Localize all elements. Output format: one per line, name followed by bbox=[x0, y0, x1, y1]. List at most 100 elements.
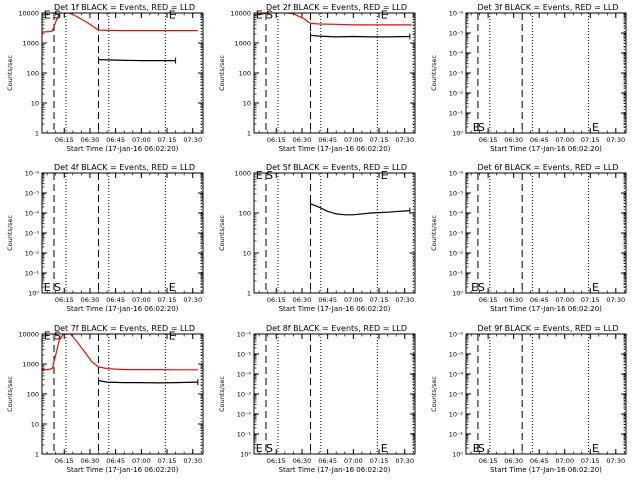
x-tick-label: 06:45 bbox=[530, 136, 549, 144]
x-tick-label: 06:15 bbox=[479, 296, 498, 304]
x-axis-label: Start Time (17-Jan-16 06:02:20) bbox=[490, 466, 602, 474]
y-tick-label: 10⁻⁴ bbox=[449, 50, 464, 58]
panel-title: Det 6f BLACK = Events, RED = LLD bbox=[477, 163, 618, 172]
time-marker-label: E bbox=[381, 442, 388, 455]
x-tick-label: 07:30 bbox=[606, 457, 625, 465]
time-marker-label: S bbox=[54, 329, 61, 342]
y-tick-label: 10⁻⁶ bbox=[237, 331, 252, 339]
y-tick-label: 10⁰ bbox=[452, 451, 463, 459]
time-marker-label: E bbox=[381, 8, 388, 21]
y-tick-label: 10⁻¹ bbox=[449, 110, 464, 118]
lld-series-line bbox=[42, 13, 198, 33]
y-tick-label: 1 bbox=[247, 290, 251, 298]
x-tick-label: 07:00 bbox=[344, 457, 363, 465]
x-tick-label: 06:15 bbox=[479, 136, 498, 144]
time-marker-label: E bbox=[256, 169, 263, 182]
time-marker-label: S bbox=[54, 8, 61, 21]
y-tick-label: 10⁻⁶ bbox=[449, 170, 464, 178]
x-axis-label: Start Time (17-Jan-16 06:02:20) bbox=[67, 145, 179, 153]
y-tick-label: 10 bbox=[31, 100, 39, 108]
panel-title: Det 5f BLACK = Events, RED = LLD bbox=[266, 163, 407, 172]
plot-frame bbox=[465, 172, 627, 294]
x-tick-label: 07:30 bbox=[395, 136, 414, 144]
time-marker-label: E bbox=[44, 281, 51, 294]
panel-det-6: Det 6f BLACK = Events, RED = LLD 10⁰ 10⁻¹ 1… bbox=[430, 163, 627, 313]
data-layer bbox=[254, 13, 414, 133]
x-tick-label: 06:30 bbox=[293, 136, 312, 144]
y-tick-label: 10⁻⁴ bbox=[449, 210, 464, 218]
y-tick-label: 10⁻³ bbox=[449, 70, 464, 78]
y-tick-label: 100 bbox=[239, 210, 251, 218]
y-axis-label: Counts/sec bbox=[430, 376, 438, 412]
time-marker-label: S bbox=[266, 8, 273, 21]
x-tick-label: 06:30 bbox=[504, 136, 523, 144]
y-axis-label: Counts/sec bbox=[6, 376, 14, 412]
time-marker-label: E bbox=[592, 442, 599, 455]
data-layer bbox=[477, 173, 625, 293]
x-tick-label: 06:30 bbox=[293, 457, 312, 465]
data-layer bbox=[53, 173, 202, 293]
x-tick-label: 06:15 bbox=[479, 457, 498, 465]
y-tick-label: 1000 bbox=[234, 170, 251, 178]
events-series-line bbox=[98, 59, 176, 62]
x-axis-label: Start Time (17-Jan-16 06:02:20) bbox=[279, 145, 391, 153]
plot-frame bbox=[465, 12, 627, 134]
time-marker-label: E bbox=[471, 281, 478, 294]
panel-det-2: Det 2f BLACK = Events, RED = LLD 1 10 100 10… bbox=[218, 3, 416, 153]
y-tick-label: 100 bbox=[239, 70, 251, 78]
y-tick-label: 10⁻⁶ bbox=[25, 170, 40, 178]
y-tick-label: 10⁻⁵ bbox=[25, 190, 40, 198]
x-tick-label: 06:30 bbox=[504, 296, 523, 304]
x-tick-label: 06:45 bbox=[106, 457, 125, 465]
y-tick-label: 10⁻⁵ bbox=[449, 351, 464, 359]
x-tick-label: 06:30 bbox=[293, 296, 312, 304]
x-tick-label: 06:45 bbox=[318, 457, 337, 465]
time-marker-label: E bbox=[169, 329, 176, 342]
y-tick-label: 10000 bbox=[18, 331, 39, 339]
y-tick-label: 10⁰ bbox=[240, 451, 251, 459]
x-tick-label: 06:15 bbox=[267, 296, 286, 304]
x-tick-label: 06:45 bbox=[318, 136, 337, 144]
x-tick-label: 07:30 bbox=[183, 457, 202, 465]
time-marker-label: E bbox=[256, 442, 263, 455]
y-tick-label: 100 bbox=[27, 70, 39, 78]
panel-title: Det 1f BLACK = Events, RED = LLD bbox=[54, 3, 195, 12]
panel-det-9: Det 9f BLACK = Events, RED = LLD 10⁰ 10⁻¹ 1… bbox=[430, 324, 627, 474]
x-axis-label: Start Time (17-Jan-16 06:02:20) bbox=[490, 145, 602, 153]
plot-frame bbox=[41, 12, 204, 134]
y-tick-label: 10⁻³ bbox=[25, 230, 40, 238]
y-axis-label: Counts/sec bbox=[218, 215, 226, 251]
x-tick-label: 06:15 bbox=[267, 136, 286, 144]
x-axis-label: Start Time (17-Jan-16 06:02:20) bbox=[279, 466, 391, 474]
x-axis-label: Start Time (17-Jan-16 06:02:20) bbox=[490, 305, 602, 313]
y-tick-label: 10⁰ bbox=[452, 290, 463, 298]
x-tick-label: 07:00 bbox=[555, 136, 574, 144]
y-tick-label: 100 bbox=[27, 391, 39, 399]
events-series-line bbox=[310, 34, 410, 38]
x-tick-label: 07:00 bbox=[555, 296, 574, 304]
panel-title: Det 8f BLACK = Events, RED = LLD bbox=[266, 324, 407, 333]
x-tick-label: 06:30 bbox=[504, 457, 523, 465]
time-marker-label: S bbox=[478, 281, 485, 294]
panel-title: Det 3f BLACK = Events, RED = LLD bbox=[477, 3, 618, 12]
y-tick-label: 10 bbox=[243, 100, 251, 108]
x-tick-label: 07:00 bbox=[555, 457, 574, 465]
x-tick-label: 06:15 bbox=[55, 296, 74, 304]
plot-frame bbox=[41, 333, 204, 455]
time-marker-label: E bbox=[381, 169, 388, 182]
data-layer bbox=[265, 334, 414, 454]
y-axis-label: Counts/sec bbox=[430, 215, 438, 251]
y-tick-label: 10⁻¹ bbox=[449, 431, 464, 439]
y-tick-label: 10⁻¹ bbox=[449, 270, 464, 278]
y-tick-label: 10⁻⁶ bbox=[449, 10, 464, 18]
y-tick-label: 10⁻² bbox=[25, 250, 40, 258]
y-axis-label: Counts/sec bbox=[218, 55, 226, 91]
plot-frame bbox=[253, 12, 416, 134]
time-marker-label: E bbox=[169, 8, 176, 21]
plot-frame bbox=[253, 172, 416, 294]
data-layer bbox=[42, 334, 202, 454]
x-tick-label: 06:30 bbox=[81, 136, 100, 144]
data-layer bbox=[265, 173, 414, 293]
time-marker-label: E bbox=[44, 329, 51, 342]
